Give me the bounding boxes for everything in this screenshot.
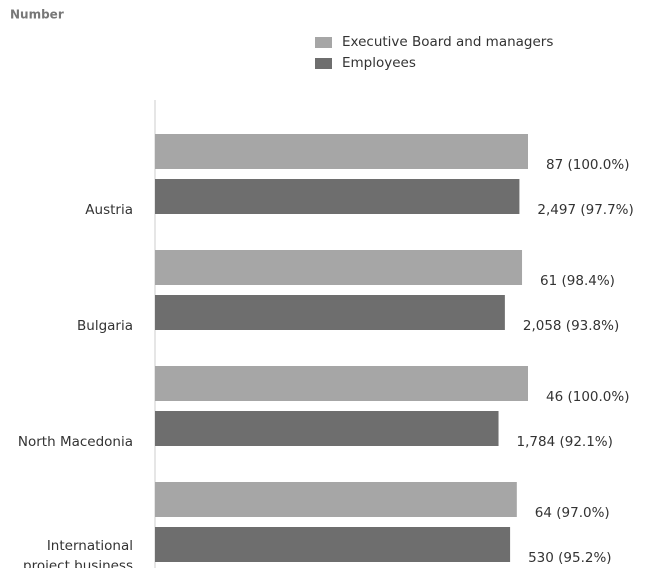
- value-label: 64 (97.0%): [535, 505, 610, 521]
- bar: [155, 134, 528, 169]
- legend-label: Executive Board and managers: [342, 34, 553, 50]
- bar: [155, 250, 523, 285]
- legend-swatch: [315, 37, 332, 48]
- bar: [155, 295, 505, 330]
- bar: [155, 411, 499, 446]
- subtitle: Number: [10, 8, 64, 22]
- value-label: 1,784 (92.1%): [517, 434, 613, 450]
- bar: [155, 482, 517, 517]
- category-label: North Macedonia: [17, 434, 133, 450]
- bar: [155, 527, 511, 562]
- value-label: 2,058 (93.8%): [523, 318, 619, 334]
- legend-label: Employees: [342, 55, 416, 71]
- category-label: Bulgaria: [77, 318, 133, 334]
- legend-swatch: [315, 58, 332, 69]
- value-label: 87 (100.0%): [546, 157, 629, 173]
- category-label: International project business: [23, 538, 133, 568]
- bar: [155, 179, 520, 214]
- bar: [155, 366, 528, 401]
- value-label: 61 (98.4%): [540, 273, 615, 289]
- value-label: 46 (100.0%): [546, 389, 629, 405]
- value-label: 2,497 (97.7%): [537, 202, 633, 218]
- value-label: 530 (95.2%): [528, 550, 611, 566]
- category-label: Austria: [85, 202, 133, 218]
